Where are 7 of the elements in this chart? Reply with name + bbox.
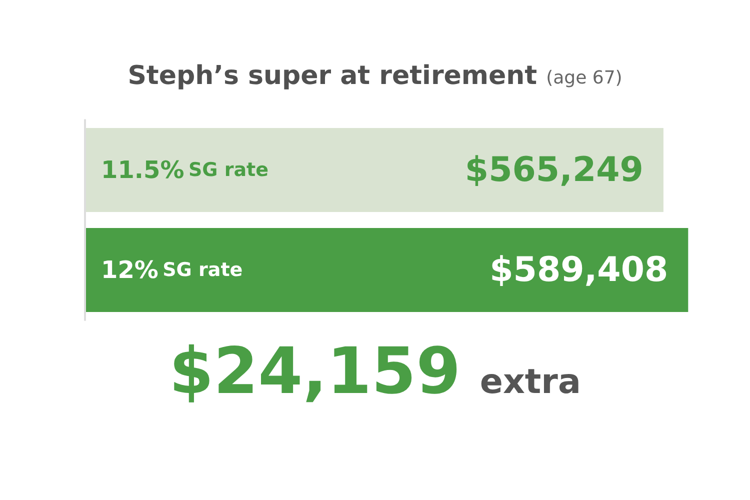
chart-title: Steph’s super at retirement xyxy=(128,61,546,91)
chart-subtitle: (age 67) xyxy=(546,68,622,88)
data-label: $589,408 xyxy=(490,250,668,290)
y-tick-label: 11.5% SG rate xyxy=(101,156,268,184)
text: $24,159 extra xyxy=(169,335,581,409)
data-label: $565,249 xyxy=(464,150,644,190)
y-tick-label: 12% SG rate xyxy=(101,256,243,284)
